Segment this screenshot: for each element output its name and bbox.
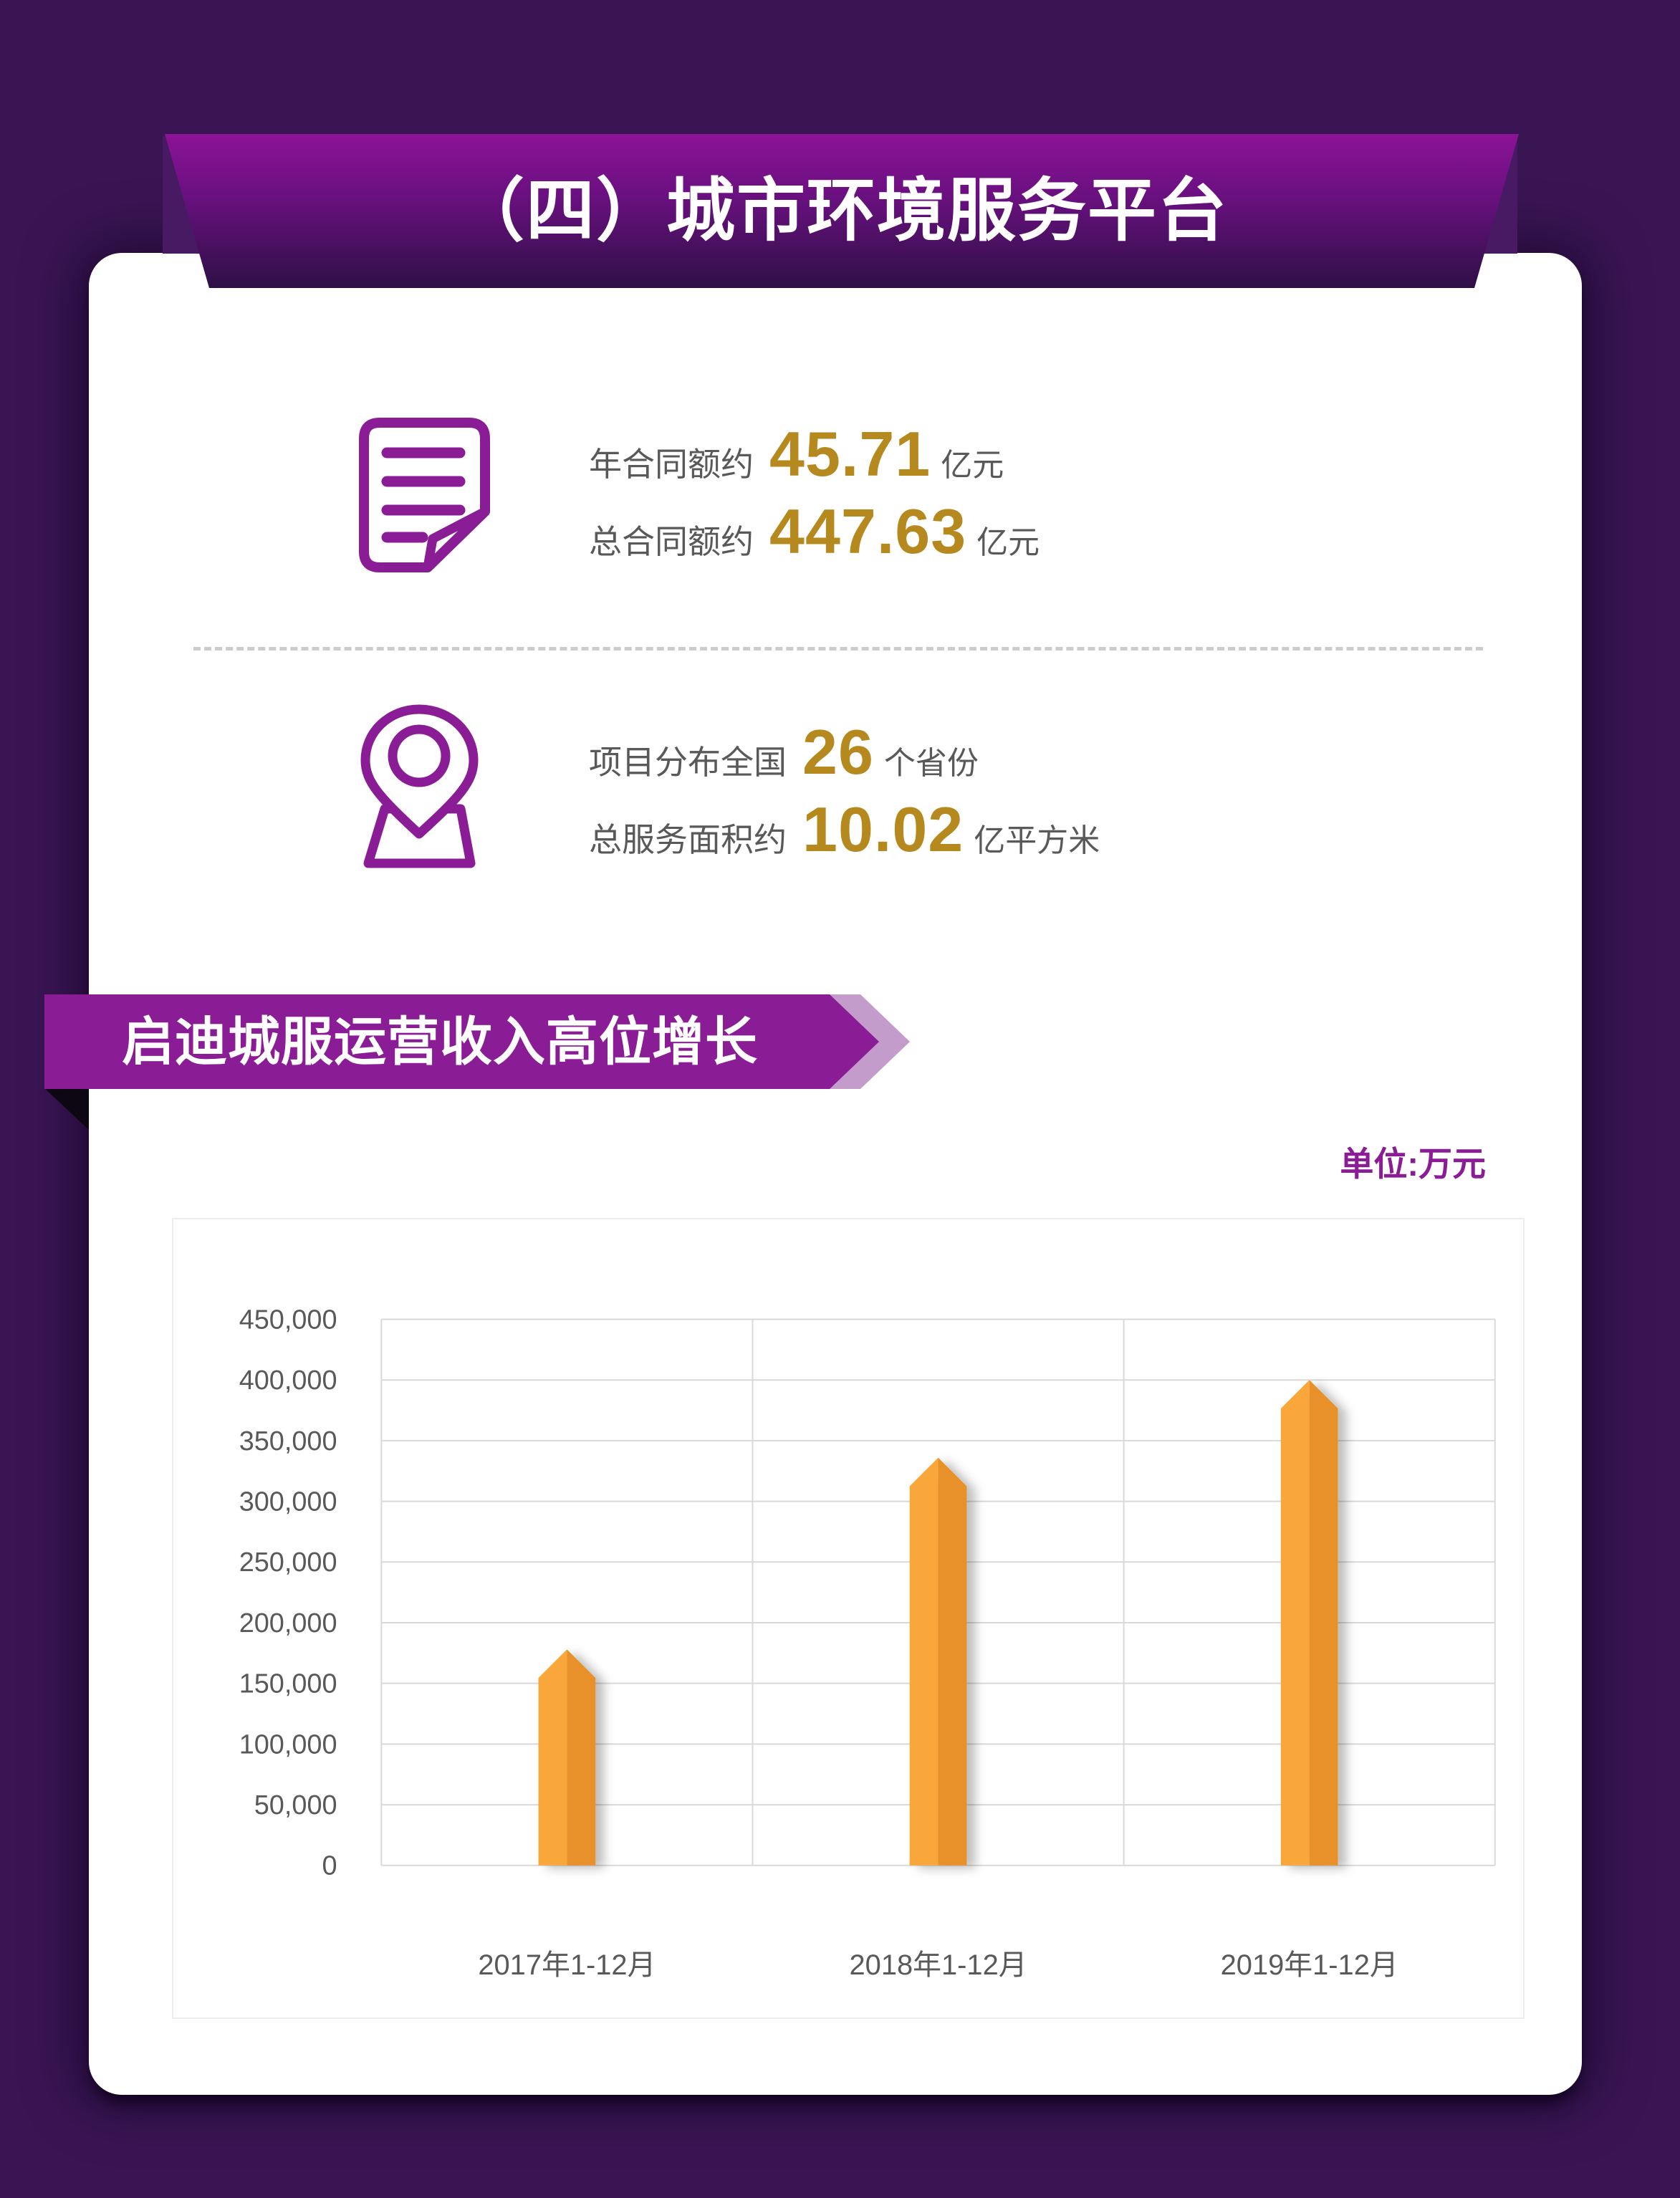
- y-tick-label: 450,000: [239, 1305, 337, 1335]
- stat-service-area: 总服务面积约 10.02 亿平方米: [589, 793, 1100, 866]
- bar-2019年1-12月: [1280, 1380, 1338, 1866]
- y-tick-label: 300,000: [239, 1487, 337, 1517]
- chart-container: 0 50,000 100,000 150,000 200,000 250,000 300,0…: [172, 1218, 1525, 2019]
- dashed-divider: [193, 647, 1483, 651]
- stat-value: 45.71: [769, 418, 931, 489]
- y-tick-label: 250,000: [239, 1547, 337, 1578]
- section-ribbon-title: 启迪城服运营收入高位增长: [122, 1013, 758, 1071]
- stat-total-contract: 总合同额约 447.63 亿元: [589, 495, 1040, 568]
- stat-unit: 亿元: [941, 448, 1004, 483]
- x-category-label: 2018年1-12月: [850, 1949, 1027, 1981]
- ribbon-fold: [44, 1088, 89, 1130]
- header-banner: （四）城市环境服务平台: [165, 134, 1519, 288]
- stat-provinces: 项目分布全国 26 个省份: [589, 716, 979, 789]
- stat-value: 447.63: [769, 496, 967, 567]
- stat-value: 26: [802, 716, 874, 787]
- stat-label: 总合同额约: [589, 523, 754, 560]
- y-tick-label: 150,000: [239, 1669, 337, 1699]
- document-icon: [359, 418, 490, 572]
- y-tick-label: 100,000: [239, 1729, 337, 1760]
- bar-2017年1-12月: [538, 1649, 596, 1866]
- stat-unit: 个省份: [883, 746, 979, 781]
- chart-unit-label: 单位:万元: [1340, 1145, 1486, 1183]
- y-tick-label: 50,000: [254, 1790, 337, 1820]
- stat-label: 总服务面积约: [589, 821, 787, 858]
- location-pin-icon: [360, 704, 479, 868]
- section-ribbon: 启迪城服运营收入高位增长: [44, 994, 879, 1089]
- stat-value: 10.02: [802, 794, 964, 865]
- bar-chart: 0 50,000 100,000 150,000 200,000 250,000 300,0…: [239, 1305, 1496, 1981]
- stat-label: 年合同额约: [589, 446, 754, 483]
- y-tick-label: 200,000: [239, 1608, 337, 1638]
- bar-2018年1-12月: [909, 1457, 967, 1866]
- y-tick-label: 0: [322, 1851, 337, 1881]
- stat-annual-contract: 年合同额约 45.71 亿元: [589, 418, 1004, 491]
- y-tick-label: 400,000: [239, 1366, 337, 1396]
- stat-unit: 亿平方米: [974, 823, 1100, 858]
- y-tick-label: 350,000: [239, 1426, 337, 1456]
- content-card: 年合同额约 45.71 亿元 总合同额约 447.63 亿元 项目分布全国 26…: [89, 253, 1582, 2095]
- stat-label: 项目分布全国: [589, 744, 787, 781]
- x-category-label: 2017年1-12月: [478, 1949, 656, 1981]
- page-title: （四）城市环境服务平台: [456, 173, 1228, 249]
- stat-unit: 亿元: [976, 525, 1040, 560]
- x-category-label: 2019年1-12月: [1221, 1949, 1398, 1981]
